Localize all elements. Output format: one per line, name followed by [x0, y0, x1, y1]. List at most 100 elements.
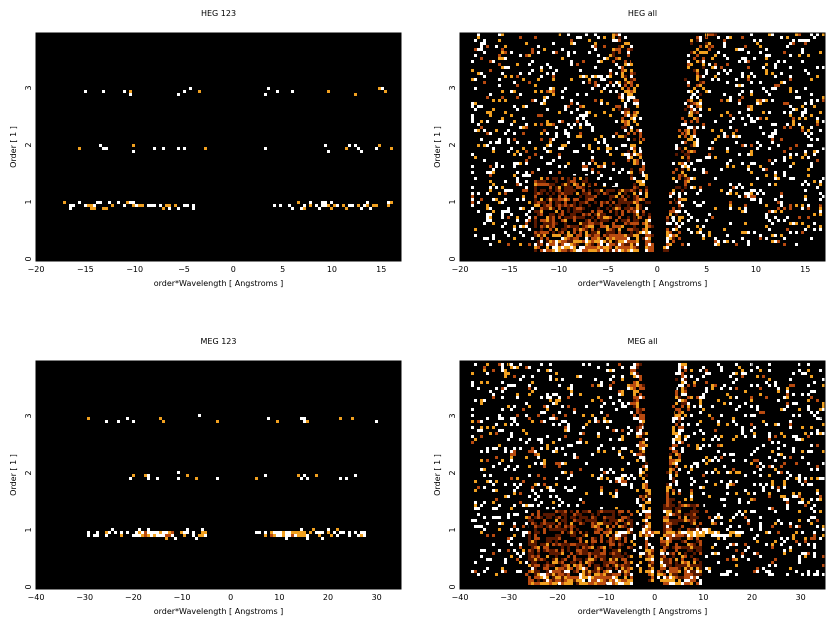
heatmap-cell [816, 417, 819, 420]
heatmap-cell [609, 576, 612, 579]
heatmap-cell [615, 249, 618, 252]
heatmap-cell [816, 492, 819, 495]
heatmap-cell [717, 243, 720, 246]
heatmap-cell [480, 120, 483, 123]
heatmap-cell [546, 576, 549, 579]
heatmap-cell [570, 516, 573, 519]
heatmap-cell [723, 54, 726, 57]
heatmap-cell [510, 459, 513, 462]
heatmap-cell [639, 135, 642, 138]
heatmap-cell [633, 372, 636, 375]
heatmap-cell [525, 105, 528, 108]
heatmap-cell [510, 453, 513, 456]
heatmap-cell [603, 183, 606, 186]
heatmap-cell [504, 369, 507, 372]
heatmap-cell [741, 186, 744, 189]
heatmap-cell [795, 204, 798, 207]
heatmap-cell [471, 78, 474, 81]
heatmap-cell [546, 573, 549, 576]
heatmap-cell [489, 60, 492, 63]
heatmap-cell [783, 174, 786, 177]
heatmap-cell [582, 534, 585, 537]
heatmap-cell [783, 495, 786, 498]
heatmap-cell [639, 192, 642, 195]
heatmap-cell [639, 132, 642, 135]
heatmap-cell [585, 180, 588, 183]
heatmap-cell [522, 480, 525, 483]
heatmap-cell [579, 531, 582, 534]
heatmap-cell [636, 240, 639, 243]
heatmap-cell [597, 171, 600, 174]
heatmap-cell [513, 174, 516, 177]
heatmap-cell [597, 207, 600, 210]
heatmap-cell [528, 216, 531, 219]
heatmap-cell [678, 174, 681, 177]
heatmap-cell [630, 210, 633, 213]
heatmap-cell [750, 363, 753, 366]
heatmap-cell [780, 522, 783, 525]
heatmap-cell [600, 75, 603, 78]
heatmap-cell [810, 537, 813, 540]
heatmap-cell [711, 147, 714, 150]
heatmap-cell [552, 231, 555, 234]
heatmap-cell [675, 180, 678, 183]
heatmap-cell [603, 531, 606, 534]
heatmap-cell [759, 39, 762, 42]
heatmap-cell [498, 78, 501, 81]
heatmap-cell [783, 462, 786, 465]
heatmap-cell [747, 240, 750, 243]
heatmap-cell [492, 150, 495, 153]
heatmap-cell [507, 372, 510, 375]
heatmap-cell [732, 420, 735, 423]
heatmap-cell [510, 432, 513, 435]
heatmap-cell [681, 117, 684, 120]
heatmap-cell [525, 213, 528, 216]
heatmap-cell [582, 510, 585, 513]
heatmap-cell [528, 495, 531, 498]
heatmap-cell [615, 219, 618, 222]
heatmap-cell [597, 84, 600, 87]
heatmap-cell [531, 570, 534, 573]
heatmap-cell [516, 162, 519, 165]
heatmap-cell [588, 111, 591, 114]
heatmap-cell [633, 114, 636, 117]
heatmap-cell [771, 234, 774, 237]
heatmap-cell [726, 573, 729, 576]
heatmap-cell [537, 453, 540, 456]
heatmap-cell [543, 576, 546, 579]
heatmap-cell [537, 369, 540, 372]
heatmap-cell [492, 183, 495, 186]
heatmap-cell [498, 57, 501, 60]
heatmap-cell [594, 417, 597, 420]
heatmap-cell [597, 366, 600, 369]
heatmap-cell [771, 483, 774, 486]
heatmap-cell [771, 222, 774, 225]
heatmap-cell [588, 204, 591, 207]
heatmap-cell [570, 567, 573, 570]
heatmap-cell [630, 45, 633, 48]
heatmap-cell [501, 216, 504, 219]
heatmap-cell [684, 438, 687, 441]
heatmap-cell [744, 372, 747, 375]
heatmap-cell [765, 174, 768, 177]
heatmap-cell [690, 162, 693, 165]
heatmap-cell [162, 534, 165, 537]
heatmap-cell [807, 399, 810, 402]
heatmap-cell [525, 531, 528, 534]
heatmap-cell [573, 213, 576, 216]
heatmap-cell [489, 213, 492, 216]
heatmap-cell [546, 219, 549, 222]
heatmap-cell [696, 219, 699, 222]
heatmap-cell [561, 531, 564, 534]
heatmap-cell [603, 111, 606, 114]
heatmap-cell [153, 204, 156, 207]
heatmap-cell [483, 399, 486, 402]
heatmap-cell [810, 477, 813, 480]
heatmap-cell [552, 570, 555, 573]
heatmap-cell [504, 189, 507, 192]
heatmap-cell [564, 87, 567, 90]
heatmap-cell [582, 363, 585, 366]
heatmap-cell [318, 531, 321, 534]
heatmap-cell [513, 513, 516, 516]
heatmap-cell [666, 222, 669, 225]
